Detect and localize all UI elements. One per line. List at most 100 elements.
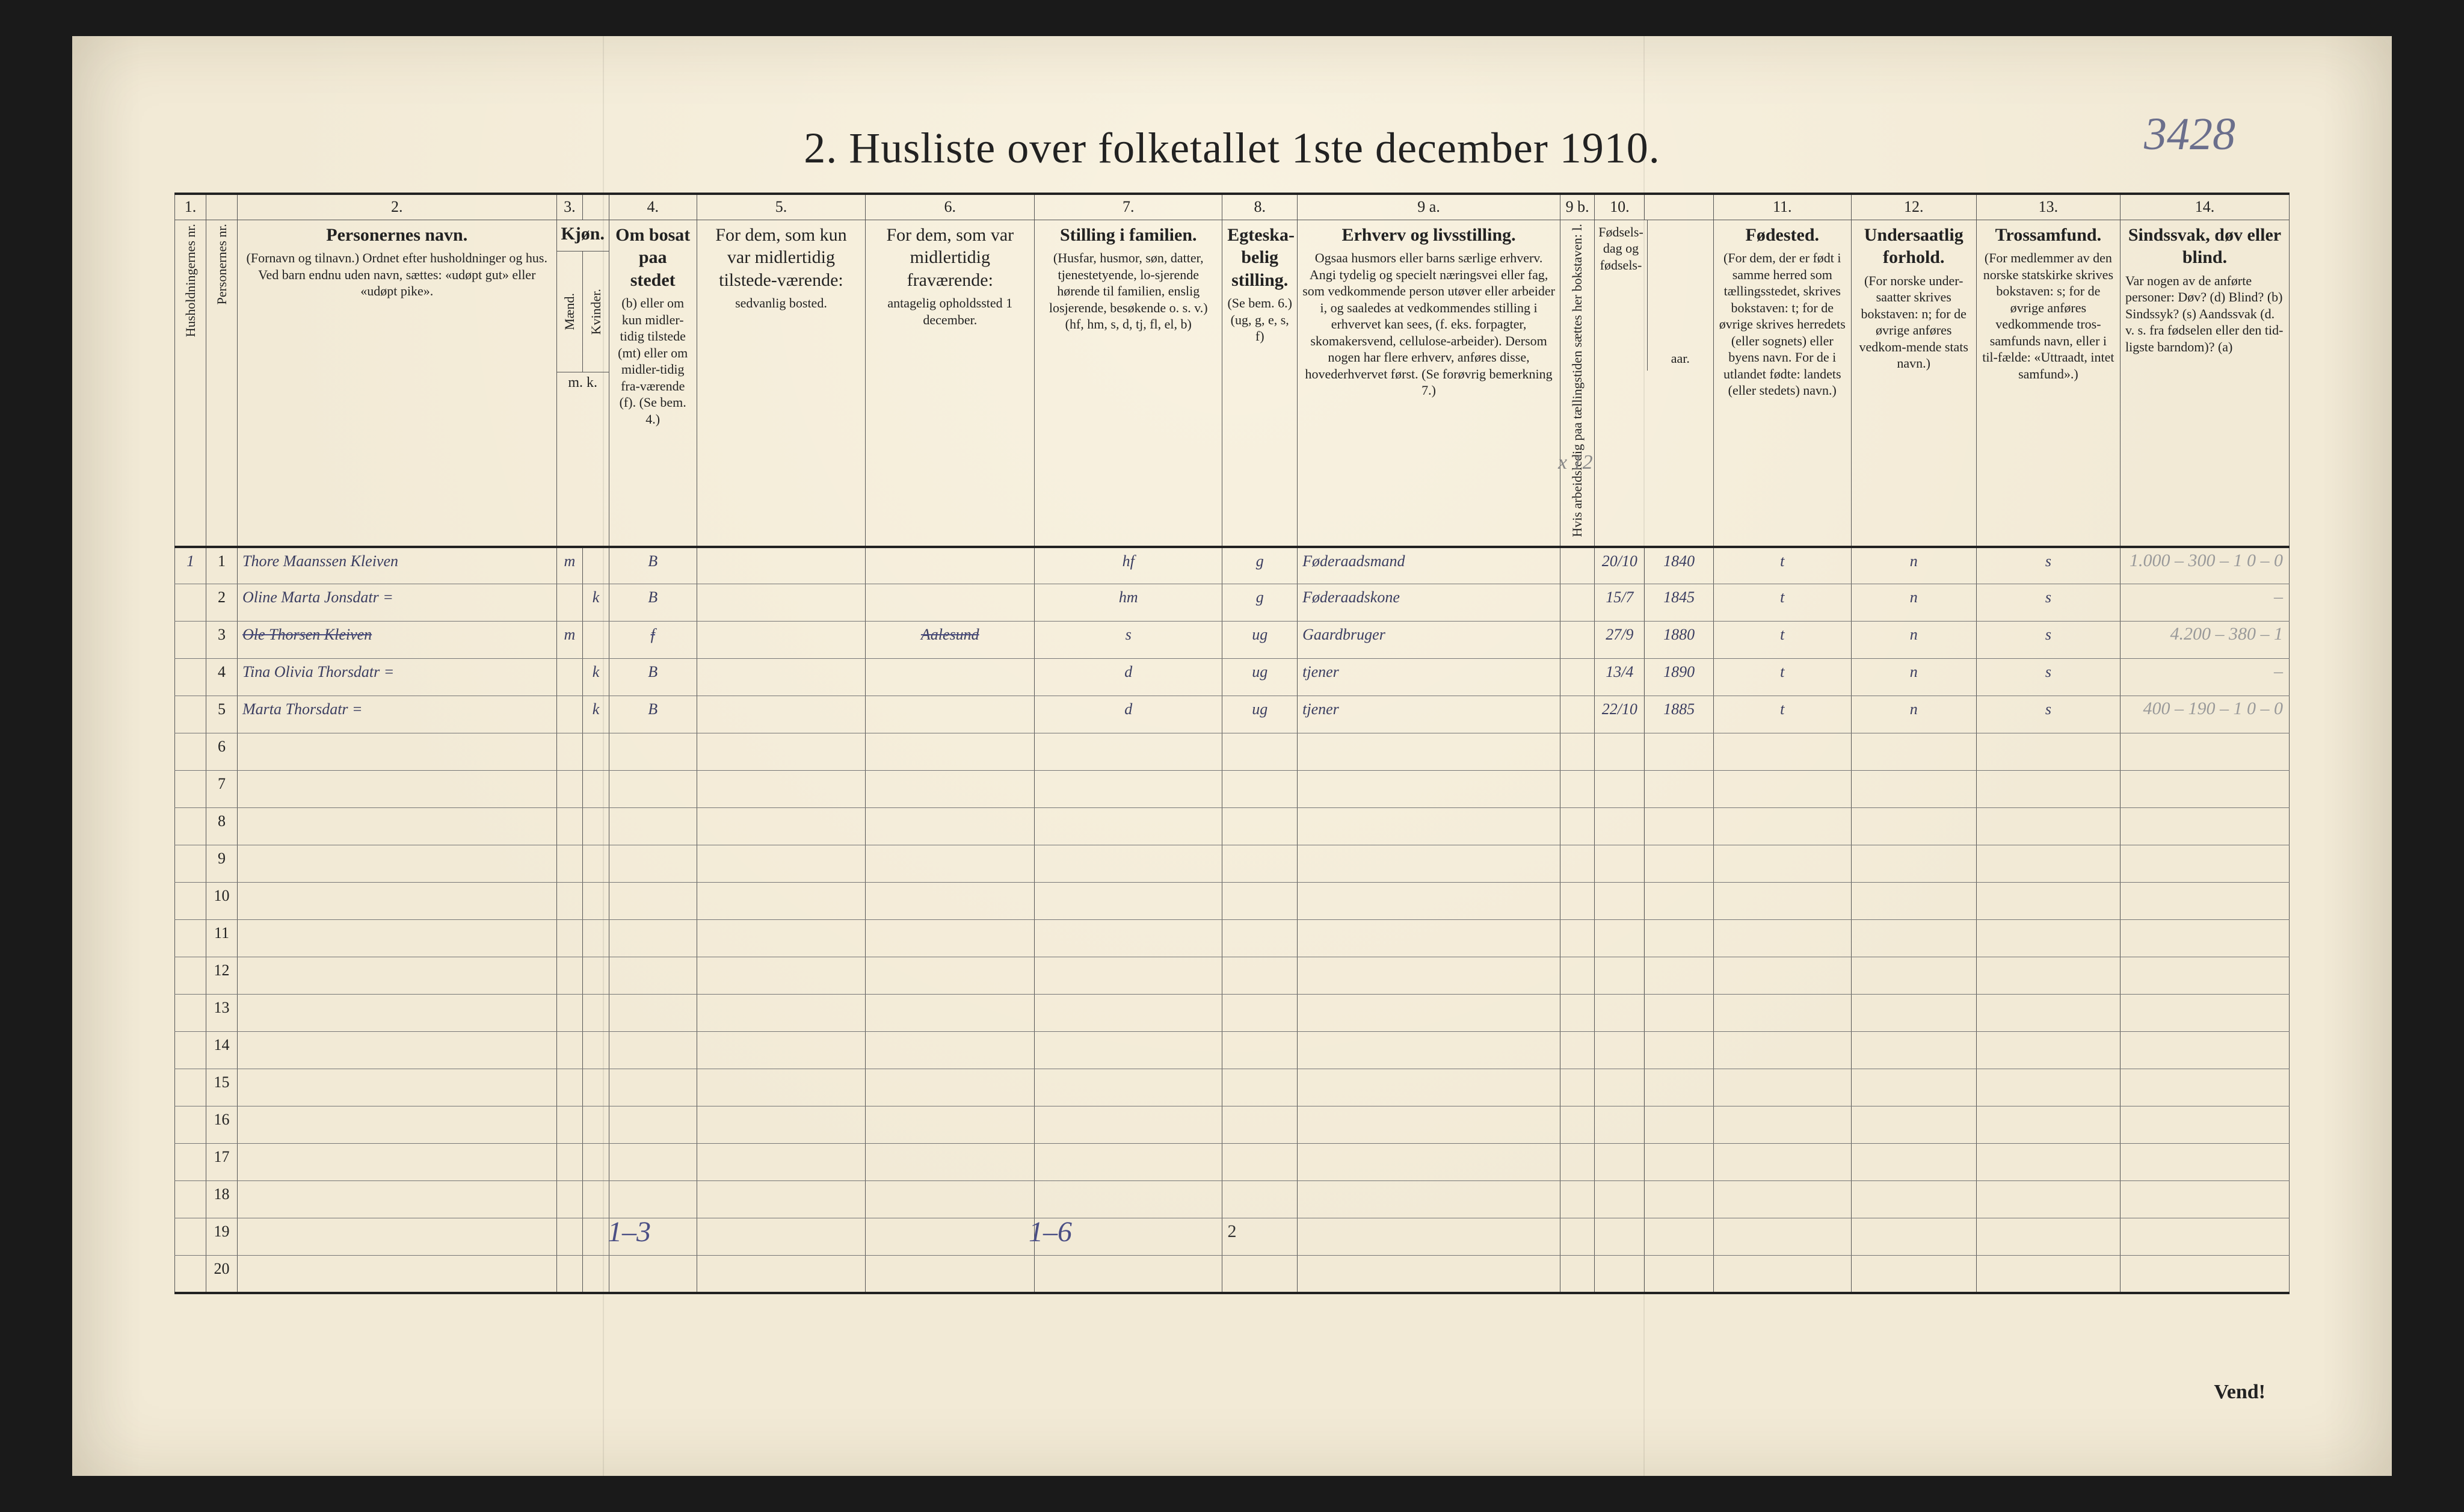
table-row-empty: 8 bbox=[175, 808, 2290, 845]
cell bbox=[1035, 920, 1222, 957]
cell bbox=[583, 957, 609, 995]
cell: 5 bbox=[206, 696, 238, 733]
cell bbox=[866, 1144, 1035, 1181]
col-temp-absent: For dem, som var midlertidig fraværende:… bbox=[866, 220, 1035, 547]
cell bbox=[175, 733, 206, 771]
cell bbox=[866, 584, 1035, 622]
cell: 10 bbox=[206, 883, 238, 920]
cell bbox=[175, 808, 206, 845]
cell bbox=[1560, 845, 1595, 883]
cell bbox=[609, 845, 697, 883]
cell: 15 bbox=[206, 1069, 238, 1106]
table-row-empty: 15 bbox=[175, 1069, 2290, 1106]
cell bbox=[556, 659, 583, 696]
cell bbox=[1976, 1106, 2120, 1144]
cell bbox=[1560, 1256, 1595, 1293]
cell: 2 bbox=[206, 584, 238, 622]
column-number bbox=[206, 195, 238, 220]
cell: k bbox=[583, 696, 609, 733]
cell bbox=[1851, 883, 1976, 920]
cell bbox=[1035, 1069, 1222, 1106]
cell bbox=[1645, 1069, 1713, 1106]
cell bbox=[175, 771, 206, 808]
cell: ug bbox=[1222, 659, 1298, 696]
cell bbox=[1645, 808, 1713, 845]
cell bbox=[175, 1256, 206, 1293]
table-row: 5Marta Thorsdatr =kBdugtjener22/101885tn… bbox=[175, 696, 2290, 733]
pencil-note: x 12 bbox=[1558, 451, 1593, 474]
table-row-empty: 7 bbox=[175, 771, 2290, 808]
cell bbox=[1222, 1181, 1298, 1218]
cell bbox=[1595, 957, 1645, 995]
column-number: 7. bbox=[1035, 195, 1222, 220]
cell bbox=[1976, 845, 2120, 883]
column-number-row: 1.2.3.4.5.6.7.8.9 a.9 b.10.11.12.13.14. bbox=[175, 195, 2290, 220]
column-number: 14. bbox=[2121, 195, 2290, 220]
cell bbox=[175, 659, 206, 696]
cell: 6 bbox=[206, 733, 238, 771]
cell bbox=[866, 547, 1035, 584]
census-table-wrap: 1.2.3.4.5.6.7.8.9 a.9 b.10.11.12.13.14. … bbox=[174, 193, 2290, 1294]
cell: t bbox=[1713, 659, 1851, 696]
cell bbox=[1035, 771, 1222, 808]
cell bbox=[556, 883, 583, 920]
cell: t bbox=[1713, 622, 1851, 659]
cell bbox=[1035, 1144, 1222, 1181]
cell: n bbox=[1851, 584, 1976, 622]
cell bbox=[866, 1256, 1035, 1293]
cell bbox=[238, 883, 557, 920]
cell bbox=[583, 1032, 609, 1069]
cell: s bbox=[1976, 584, 2120, 622]
cell bbox=[175, 1032, 206, 1069]
cell: n bbox=[1851, 622, 1976, 659]
cell: d bbox=[1035, 696, 1222, 733]
cell bbox=[1035, 1106, 1222, 1144]
cell bbox=[238, 1069, 557, 1106]
cell bbox=[1298, 957, 1560, 995]
document-page: 2. Husliste over folketallet 1ste decemb… bbox=[72, 36, 2392, 1476]
cell bbox=[1645, 920, 1713, 957]
cell: ug bbox=[1222, 696, 1298, 733]
cell bbox=[1713, 771, 1851, 808]
cell bbox=[1851, 808, 1976, 845]
cell: n bbox=[1851, 547, 1976, 584]
cell bbox=[1976, 1144, 2120, 1181]
cell bbox=[1713, 1181, 1851, 1218]
cell bbox=[1976, 808, 2120, 845]
cell bbox=[1595, 1256, 1645, 1293]
cell bbox=[1222, 845, 1298, 883]
cell bbox=[609, 1181, 697, 1218]
cell: d bbox=[1035, 659, 1222, 696]
cell bbox=[556, 696, 583, 733]
cell bbox=[1222, 733, 1298, 771]
cell: 13 bbox=[206, 995, 238, 1032]
cell: 400 – 190 – 1 0 – 0 bbox=[2121, 696, 2290, 733]
col-birthplace: Fødested. (For dem, der er født i samme … bbox=[1713, 220, 1851, 547]
cell bbox=[1595, 995, 1645, 1032]
cell bbox=[1560, 1069, 1595, 1106]
column-number: 2. bbox=[238, 195, 557, 220]
cell bbox=[238, 808, 557, 845]
cell bbox=[609, 1032, 697, 1069]
cell bbox=[175, 995, 206, 1032]
cell bbox=[1976, 1181, 2120, 1218]
cell bbox=[609, 1069, 697, 1106]
cell bbox=[866, 1106, 1035, 1144]
cell bbox=[1298, 808, 1560, 845]
cell: m bbox=[556, 547, 583, 584]
cell bbox=[1298, 920, 1560, 957]
cell bbox=[2121, 883, 2290, 920]
col-religion: Trossamfund. (For medlemmer av den norsk… bbox=[1976, 220, 2120, 547]
cell bbox=[697, 622, 866, 659]
cell: B bbox=[609, 659, 697, 696]
column-number: 4. bbox=[609, 195, 697, 220]
cell: 14 bbox=[206, 1032, 238, 1069]
cell bbox=[2121, 995, 2290, 1032]
cell bbox=[583, 1144, 609, 1181]
cell bbox=[697, 659, 866, 696]
cell bbox=[583, 1069, 609, 1106]
cell: m bbox=[556, 622, 583, 659]
cell: Tina Olivia Thorsdatr = bbox=[238, 659, 557, 696]
cell: t bbox=[1713, 547, 1851, 584]
cell bbox=[2121, 920, 2290, 957]
